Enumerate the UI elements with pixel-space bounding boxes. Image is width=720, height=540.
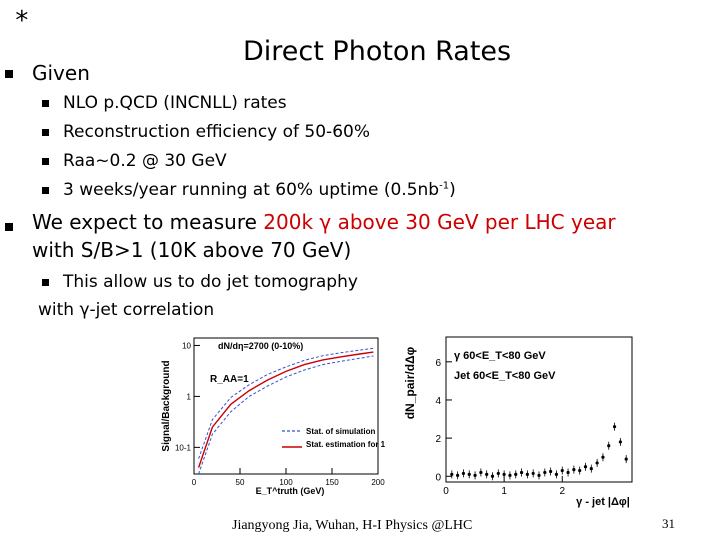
- tomography-line-1: This allow us to do jet tomography: [63, 272, 358, 292]
- x-tick-label: 200: [371, 478, 385, 487]
- data-point: [549, 469, 553, 474]
- x-tick-label: 0: [192, 478, 197, 487]
- data-point: [589, 467, 593, 471]
- data-point: [578, 468, 582, 473]
- y-tick-label: 1: [187, 392, 192, 401]
- raa-annotation: R_AA=1: [210, 374, 249, 385]
- bullet-given: Given: [32, 61, 90, 85]
- chart-legend: Stat. of simulation Stat. estimation for…: [282, 427, 386, 449]
- x-tick-label: 50: [236, 478, 245, 487]
- bullet-square: [42, 158, 49, 165]
- data-point: [537, 473, 541, 477]
- data-point: [583, 465, 588, 469]
- series-line: [198, 347, 374, 459]
- data-point: [485, 472, 489, 476]
- y-tick-label: 2: [435, 434, 441, 445]
- gamma-jet-correlation-chart: dN_pair/dΔφ γ 60<E_T<80 GeV Jet 60<E_T<8…: [403, 336, 633, 508]
- x-tick-label: 100: [279, 478, 293, 487]
- data-point: [508, 473, 512, 477]
- data-point: [618, 440, 622, 444]
- x-tick-label: 2: [559, 486, 565, 497]
- y-tick-label: 10: [182, 341, 191, 350]
- sub-bullet-2: Reconstruction efficiency of 50-60%: [63, 122, 370, 142]
- data-point: [607, 444, 611, 448]
- data-point: [612, 425, 617, 429]
- data-point: [450, 472, 454, 476]
- data-point: [467, 472, 471, 476]
- y-tick-label: 0: [435, 472, 441, 483]
- legend-jet: Jet 60<E_T<80 GeV: [454, 370, 556, 382]
- data-point: [479, 470, 483, 475]
- plot-frame: [193, 337, 379, 475]
- expect-line-2: with S/B>1 (10K above 70 GeV): [32, 238, 352, 262]
- bullet-square: [42, 100, 49, 107]
- data-point: [496, 471, 500, 476]
- sub-bullet-1: NLO p.QCD (INCNLL) rates: [63, 93, 287, 113]
- slide-marker: *: [14, 6, 30, 36]
- legend-gamma: γ 60<E_T<80 GeV: [454, 350, 546, 362]
- tomography-line-2: with γ-jet correlation: [38, 300, 215, 320]
- data-point: [531, 471, 535, 476]
- data-point: [519, 470, 524, 475]
- series-line: [197, 351, 374, 468]
- bullet-square: [42, 129, 49, 136]
- y-axis-label: Signal/Background: [161, 360, 172, 451]
- chart-title: dN/dη=2700 (0-10%): [218, 341, 303, 351]
- page-number: 31: [662, 516, 675, 531]
- data-point: [461, 471, 466, 476]
- data-point: [514, 472, 518, 476]
- y-axis-label: dN_pair/dΔφ: [403, 346, 417, 419]
- footer-text: Jiangyong Jia, Wuhan, H-I Physics @LHC: [232, 518, 473, 533]
- data-point: [525, 472, 529, 476]
- y-tick-label: 4: [435, 396, 441, 407]
- signal-background-chart: Signal/Background dN/dη=2700 (0-10%) R_A…: [161, 337, 386, 496]
- data-point: [566, 470, 570, 475]
- bullet-square: [42, 279, 49, 286]
- data-point: [543, 470, 547, 475]
- data-point: [490, 474, 495, 478]
- legend-simulation: Stat. of simulation: [306, 427, 375, 436]
- x-axis-label: E_T^truth (GeV): [256, 486, 325, 496]
- data-point: [595, 461, 599, 465]
- sub-bullet-4: 3 weeks/year running at 60% uptime (0.5n…: [63, 180, 456, 200]
- slide-title: Direct Photon Rates: [243, 36, 512, 67]
- data-point: [473, 473, 477, 477]
- x-tick-label: 0: [443, 486, 449, 497]
- data-point: [456, 473, 460, 477]
- bullet-square: [5, 70, 13, 78]
- expect-line-1: We expect to measure 200k γ above 30 GeV…: [32, 210, 616, 234]
- series-line: [198, 355, 374, 475]
- bullet-square: [42, 187, 49, 194]
- data-point: [560, 468, 564, 473]
- x-tick-label: 150: [325, 478, 339, 487]
- y-tick-label: 10-1: [175, 443, 192, 452]
- bullet-square: [5, 223, 13, 231]
- x-tick-label: 1: [501, 486, 507, 497]
- data-point: [572, 467, 576, 472]
- y-tick-label: 6: [435, 358, 441, 369]
- x-axis-label: γ - jet |Δφ|: [576, 496, 630, 508]
- data-point: [601, 455, 605, 459]
- data-point: [554, 472, 559, 476]
- plot-frame: [445, 336, 633, 483]
- data-point: [624, 457, 628, 461]
- legend-estimation: Stat. estimation for 1 year running: [306, 440, 386, 449]
- sub-bullet-3: Raa~0.2 @ 30 GeV: [63, 151, 227, 171]
- data-point: [502, 472, 506, 476]
